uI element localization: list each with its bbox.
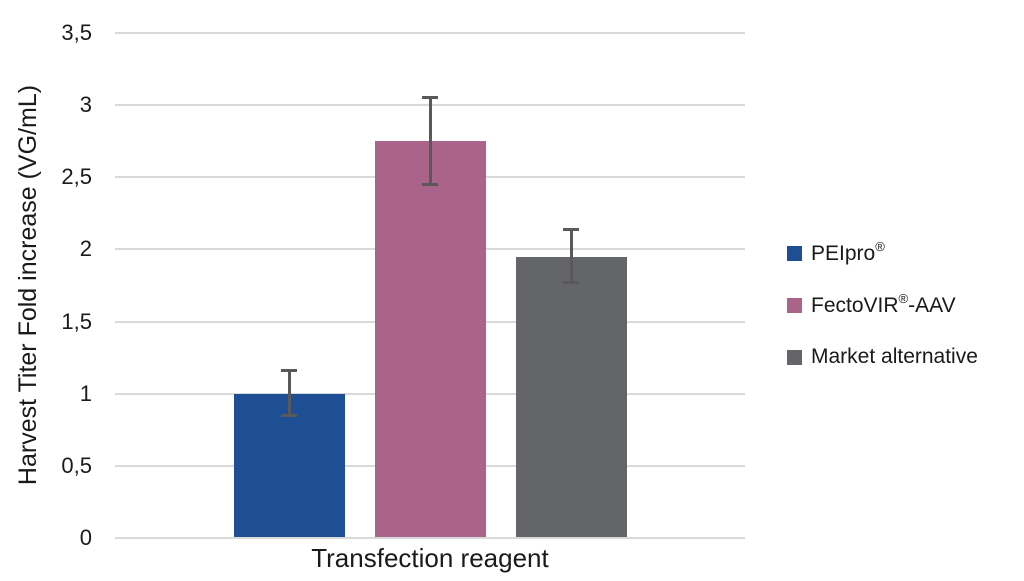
legend-swatch-market-alternative	[787, 349, 802, 365]
plot-area	[115, 32, 745, 539]
error-bar-bottom-cap-peipro	[281, 413, 297, 417]
legend-label-fectovir-aav: FectoVIR®-AAV	[811, 290, 956, 317]
y-tick-1: 1	[79, 380, 92, 406]
y-tick-3-5: 3,5	[61, 20, 92, 45]
gridline-3-5	[115, 32, 745, 34]
bar-peipro	[233, 393, 345, 538]
x-axis-line	[115, 537, 745, 539]
error-bar-bottom-cap-fectovir-aav	[422, 183, 438, 186]
bar-market-alternative	[515, 256, 627, 538]
error-bar-top-cap-market-alternative	[563, 227, 579, 231]
error-bar-bottom-cap-market-alternative	[563, 281, 579, 285]
bar-fectovir-aav	[374, 141, 486, 538]
legend-label-market-alternative: Market alternative	[811, 345, 978, 368]
y-tick-0: 0	[79, 525, 92, 550]
legend-swatch-fectovir-aav	[787, 297, 802, 313]
error-bar-fectovir-aav	[428, 97, 432, 185]
legend: PEIpro® FectoVIR®-AAV Market alternative	[787, 227, 978, 383]
error-bar-peipro	[287, 370, 291, 416]
y-tick-1-5: 1,5	[61, 308, 92, 334]
error-bar-top-cap-peipro	[281, 369, 297, 373]
x-axis-title: Transfection reagent	[311, 543, 549, 573]
y-tick-2-5: 2,5	[61, 164, 92, 190]
error-bar-market-alternative	[569, 229, 573, 283]
y-tick-3: 3	[79, 92, 92, 118]
legend-item-market-alternative: Market alternative	[787, 331, 978, 383]
y-axis-title: Harvest Titer Fold increase (VG/mL)	[14, 84, 42, 486]
legend-item-fectovir-aav: FectoVIR®-AAV	[787, 279, 978, 331]
error-bar-top-cap-fectovir-aav	[422, 96, 438, 100]
legend-label-peipro: PEIpro®	[811, 238, 885, 265]
y-tick-0-5: 0,5	[61, 452, 92, 478]
legend-item-peipro: PEIpro®	[787, 227, 978, 279]
y-tick-2: 2	[79, 236, 92, 262]
legend-swatch-peipro	[787, 245, 802, 261]
